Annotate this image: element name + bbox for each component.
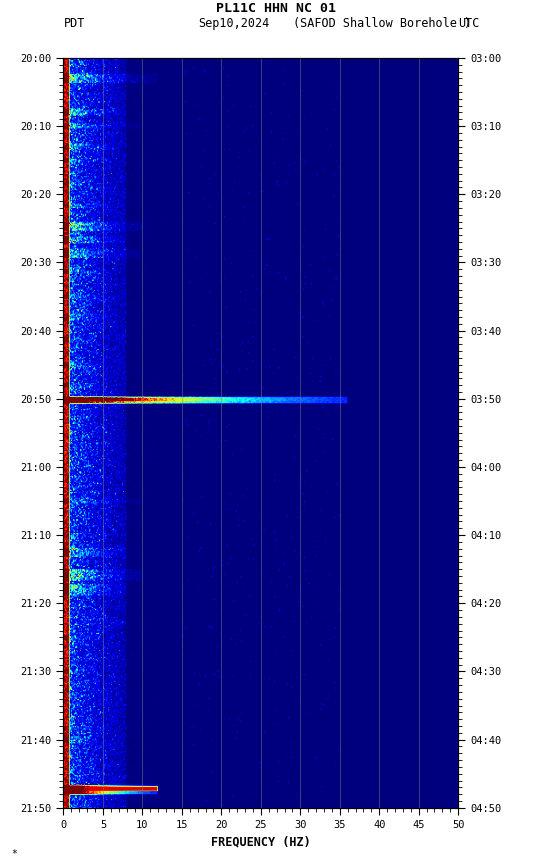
Text: UTC: UTC [458,17,480,30]
Text: Sep10,2024: Sep10,2024 [199,17,270,30]
Text: (SAFOD Shallow Borehole ): (SAFOD Shallow Borehole ) [293,17,471,30]
Text: *: * [11,849,17,859]
Text: PDT: PDT [63,17,85,30]
X-axis label: FREQUENCY (HZ): FREQUENCY (HZ) [211,835,311,848]
Text: PL11C HHN NC 01: PL11C HHN NC 01 [216,3,336,16]
